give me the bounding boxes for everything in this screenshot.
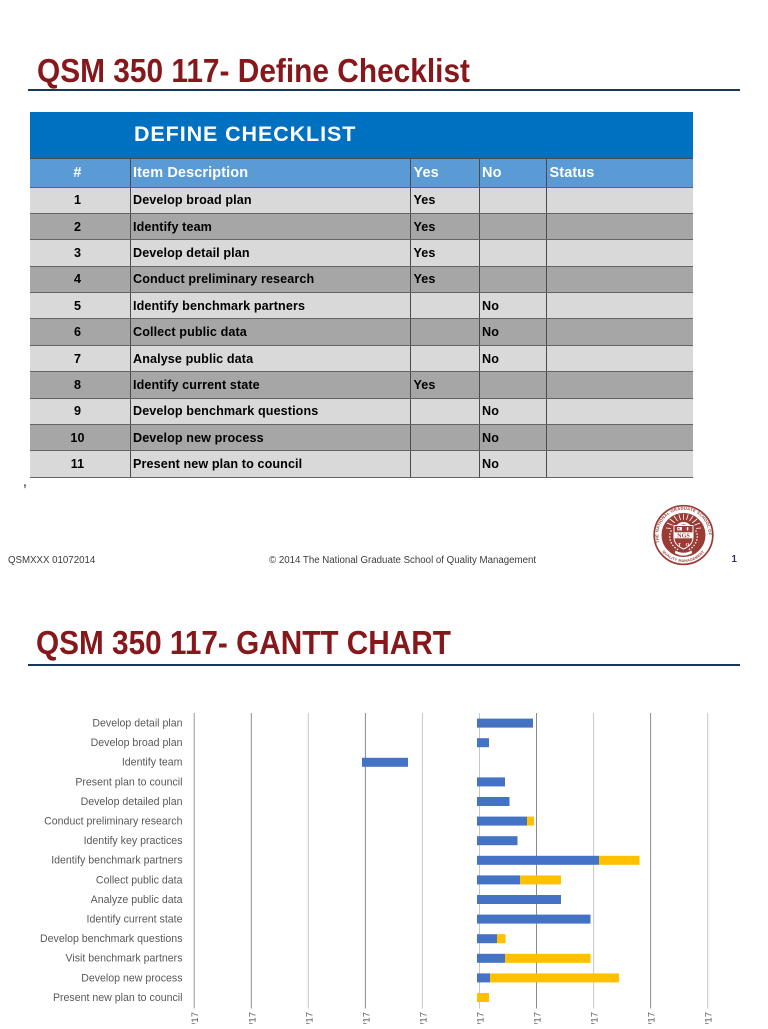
- svg-text:Identify current state: Identify current state: [87, 914, 183, 926]
- svg-text:Develop broad plan: Develop broad plan: [91, 737, 183, 749]
- svg-text:Develop detail plan: Develop detail plan: [92, 718, 182, 730]
- svg-text:Develop detailed plan: Develop detailed plan: [81, 796, 183, 808]
- svg-text:Identify key practices: Identify key practices: [84, 835, 183, 847]
- svg-text:1/1/17: 1/1/17: [704, 1012, 715, 1024]
- svg-text:Develop benchmark questions: Develop benchmark questions: [40, 933, 183, 945]
- svg-text:1/1/17: 1/1/17: [361, 1012, 372, 1024]
- svg-text:1/1/17: 1/1/17: [247, 1012, 258, 1024]
- svg-text:Identify team: Identify team: [122, 757, 183, 769]
- svg-text:Present plan to council: Present plan to council: [75, 776, 182, 788]
- svg-text:1/1/17: 1/1/17: [304, 1012, 315, 1024]
- svg-text:T: T: [678, 542, 681, 547]
- svg-text:Conduct preliminary research: Conduct preliminary research: [44, 816, 182, 828]
- svg-text:1/1/17: 1/1/17: [476, 1012, 487, 1024]
- svg-text:Present new plan to council: Present new plan to council: [53, 992, 183, 1004]
- svg-text:1/1/17: 1/1/17: [418, 1012, 429, 1024]
- svg-text:O: O: [686, 542, 690, 547]
- svg-text:Develop new process: Develop new process: [81, 972, 182, 984]
- svg-text:1/1/17: 1/1/17: [190, 1012, 201, 1024]
- svg-text:Identify benchmark partners: Identify benchmark partners: [51, 855, 182, 867]
- svg-text:Collect public data: Collect public data: [96, 874, 183, 886]
- svg-text:1/1/17: 1/1/17: [590, 1012, 601, 1024]
- svg-text:NGS: NGS: [677, 532, 690, 539]
- svg-text:Analyze public data: Analyze public data: [91, 894, 183, 906]
- svg-text:1/1/17: 1/1/17: [647, 1012, 658, 1024]
- svg-text:1/1/17: 1/1/17: [533, 1012, 544, 1024]
- svg-text:Visit benchmark partners: Visit benchmark partners: [66, 953, 183, 965]
